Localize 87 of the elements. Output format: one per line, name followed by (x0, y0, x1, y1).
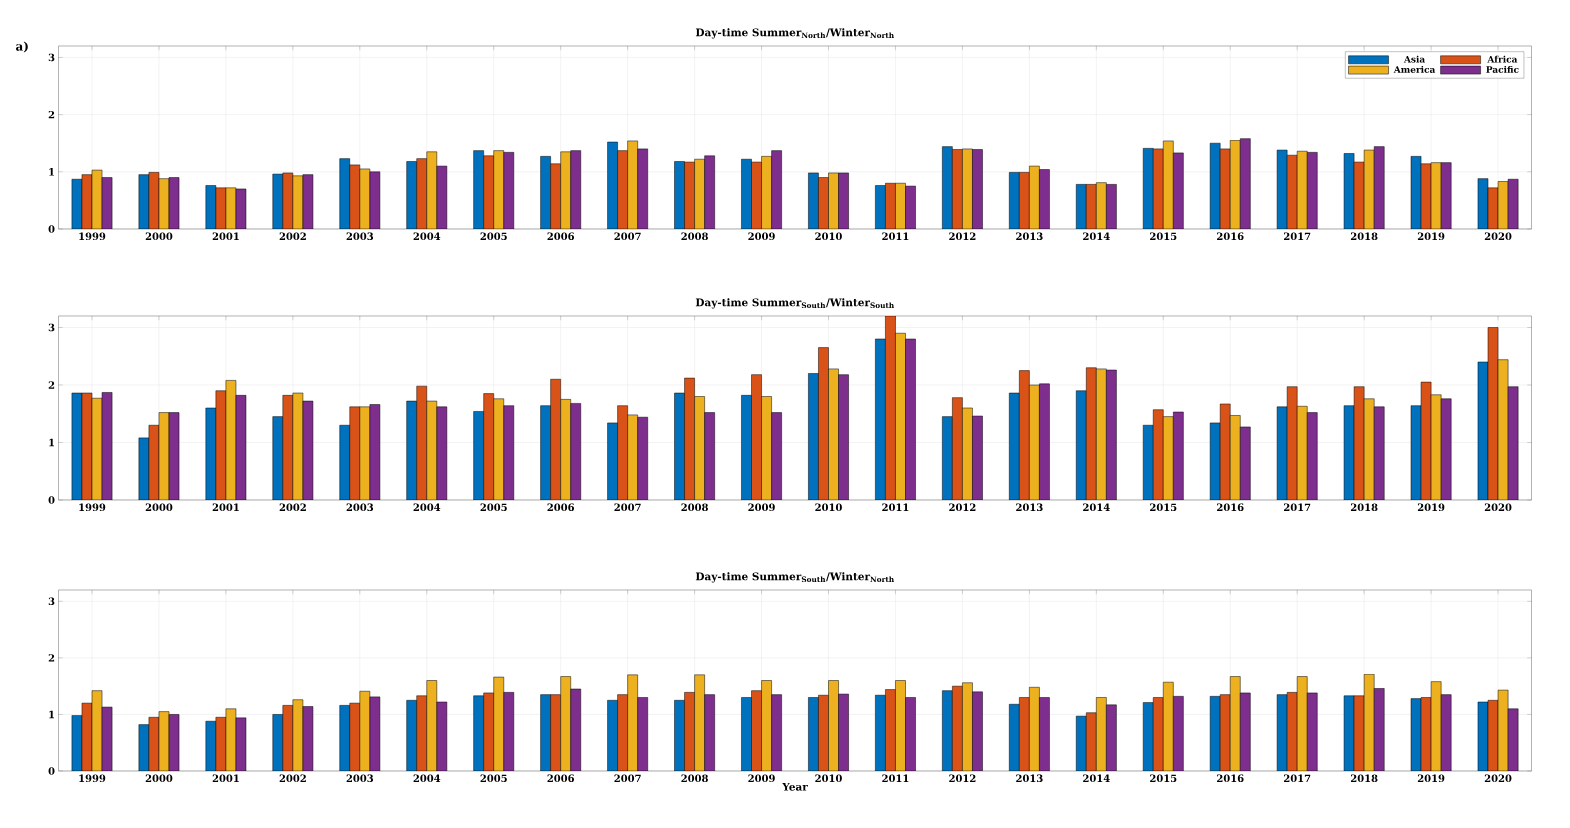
y-tick-label: 2 (48, 381, 55, 389)
legend-label: America (1393, 65, 1436, 73)
x-tick-label: 2012 (949, 232, 976, 241)
x-tick-label: 2013 (1016, 774, 1043, 783)
x-tick-label: 2015 (1150, 503, 1177, 512)
x-tick-label: 2003 (346, 774, 374, 783)
x-tick-label: 2002 (279, 503, 306, 512)
legend-label: Asia (1403, 55, 1425, 63)
x-tick-label: 2009 (748, 503, 775, 512)
x-tick-label: 2011 (882, 503, 909, 512)
x-tick-label: 2001 (212, 503, 239, 512)
legend-label: Pacific (1486, 65, 1519, 73)
y-tick-label: 0 (48, 767, 55, 775)
y-tick-label: 3 (48, 597, 55, 606)
y-tick-label: 0 (48, 496, 55, 504)
y-tick-label: 1 (49, 168, 55, 176)
y-tick-label: 1 (49, 710, 55, 719)
x-tick-label: 2012 (949, 503, 976, 512)
y-tick-label: 3 (48, 53, 55, 62)
x-tick-label: 2018 (1350, 232, 1378, 241)
x-tick-label: 2006 (547, 503, 575, 512)
x-tick-label: 2014 (1083, 232, 1110, 241)
y-tick-label: 1 (49, 438, 55, 447)
x-tick-label: 2000 (145, 232, 173, 241)
y-tick-label: 3 (48, 323, 55, 332)
x-tick-label: 2010 (815, 503, 842, 512)
x-tick-label: 2017 (1284, 232, 1311, 241)
text: a) (16, 41, 28, 53)
x-tick-label: 2013 (1016, 232, 1043, 241)
x-tick-label: 2011 (882, 232, 909, 241)
x-tick-label: 2015 (1150, 774, 1177, 783)
x-tick-label: 2003 (346, 232, 374, 241)
legend-label: Africa (1487, 55, 1518, 63)
x-tick-label: 2010 (815, 774, 842, 783)
x-tick-label: 2018 (1350, 774, 1378, 783)
x-tick-label: 2008 (681, 503, 708, 512)
x-tick-label: 2016 (1217, 503, 1244, 512)
x-tick-label: 2004 (413, 774, 441, 783)
x-tick-label: 2012 (949, 774, 976, 783)
x-tick-label: 2018 (1350, 503, 1378, 512)
x-tick-label: 2014 (1083, 503, 1110, 512)
x-tick-label: 2005 (480, 232, 507, 241)
x-tick-label: 2007 (614, 503, 641, 512)
x-tick-label: 2000 (145, 503, 173, 512)
x-tick-label: 1999 (79, 774, 106, 783)
x-tick-label: 2005 (480, 774, 507, 783)
x-tick-label: 2002 (279, 232, 306, 241)
x-tick-label: 2008 (681, 232, 708, 241)
x-tick-label: 2014 (1083, 774, 1110, 783)
x-tick-label: 2011 (882, 774, 909, 783)
y-tick-label: 0 (48, 225, 55, 233)
x-axis-title: Year (782, 782, 808, 791)
x-tick-label: 2006 (547, 232, 575, 241)
x-tick-label: 1999 (79, 503, 106, 512)
x-tick-label: 2019 (1417, 503, 1445, 512)
x-tick-label: 1999 (79, 232, 106, 241)
x-tick-label: 2016 (1217, 232, 1244, 241)
x-tick-label: 2019 (1417, 774, 1445, 783)
x-tick-label: 2017 (1284, 503, 1311, 512)
x-tick-label: 2007 (614, 232, 641, 241)
y-tick-label: 2 (48, 110, 55, 119)
chart-title: Day-time Summer$_{South}$/Winter$_{South}$ (695, 298, 894, 309)
x-tick-label: 2005 (480, 503, 507, 512)
x-tick-label: 2000 (145, 774, 173, 783)
x-tick-label: 2009 (748, 774, 775, 783)
x-tick-label: 2017 (1284, 774, 1311, 783)
x-tick-label: 2001 (212, 774, 239, 783)
x-tick-label: 2015 (1150, 232, 1177, 241)
x-tick-label: 2008 (681, 774, 708, 783)
chart-title: Day-time Summer$_{North}$/Winter$_{North}$ (695, 28, 894, 39)
x-tick-label: 2001 (212, 232, 239, 241)
x-tick-label: 2020 (1484, 774, 1512, 783)
x-tick-label: 2003 (346, 503, 374, 512)
x-tick-label: 2002 (279, 774, 306, 783)
x-tick-label: 2019 (1417, 232, 1445, 241)
x-tick-label: 2016 (1217, 774, 1244, 783)
x-tick-label: 2013 (1016, 503, 1043, 512)
x-tick-label: 2010 (815, 232, 842, 241)
x-tick-label: 2006 (547, 774, 575, 783)
x-tick-label: 2020 (1484, 232, 1512, 241)
x-tick-label: 2007 (614, 774, 641, 783)
x-tick-label: 2004 (413, 232, 441, 241)
y-tick-label: 2 (48, 654, 55, 662)
chart-title: Day-time Summer$_{South}$/Winter$_{North}$ (695, 572, 894, 583)
x-tick-label: 2004 (413, 503, 441, 512)
x-tick-label: 2009 (748, 232, 775, 241)
x-tick-label: 2020 (1484, 503, 1512, 512)
